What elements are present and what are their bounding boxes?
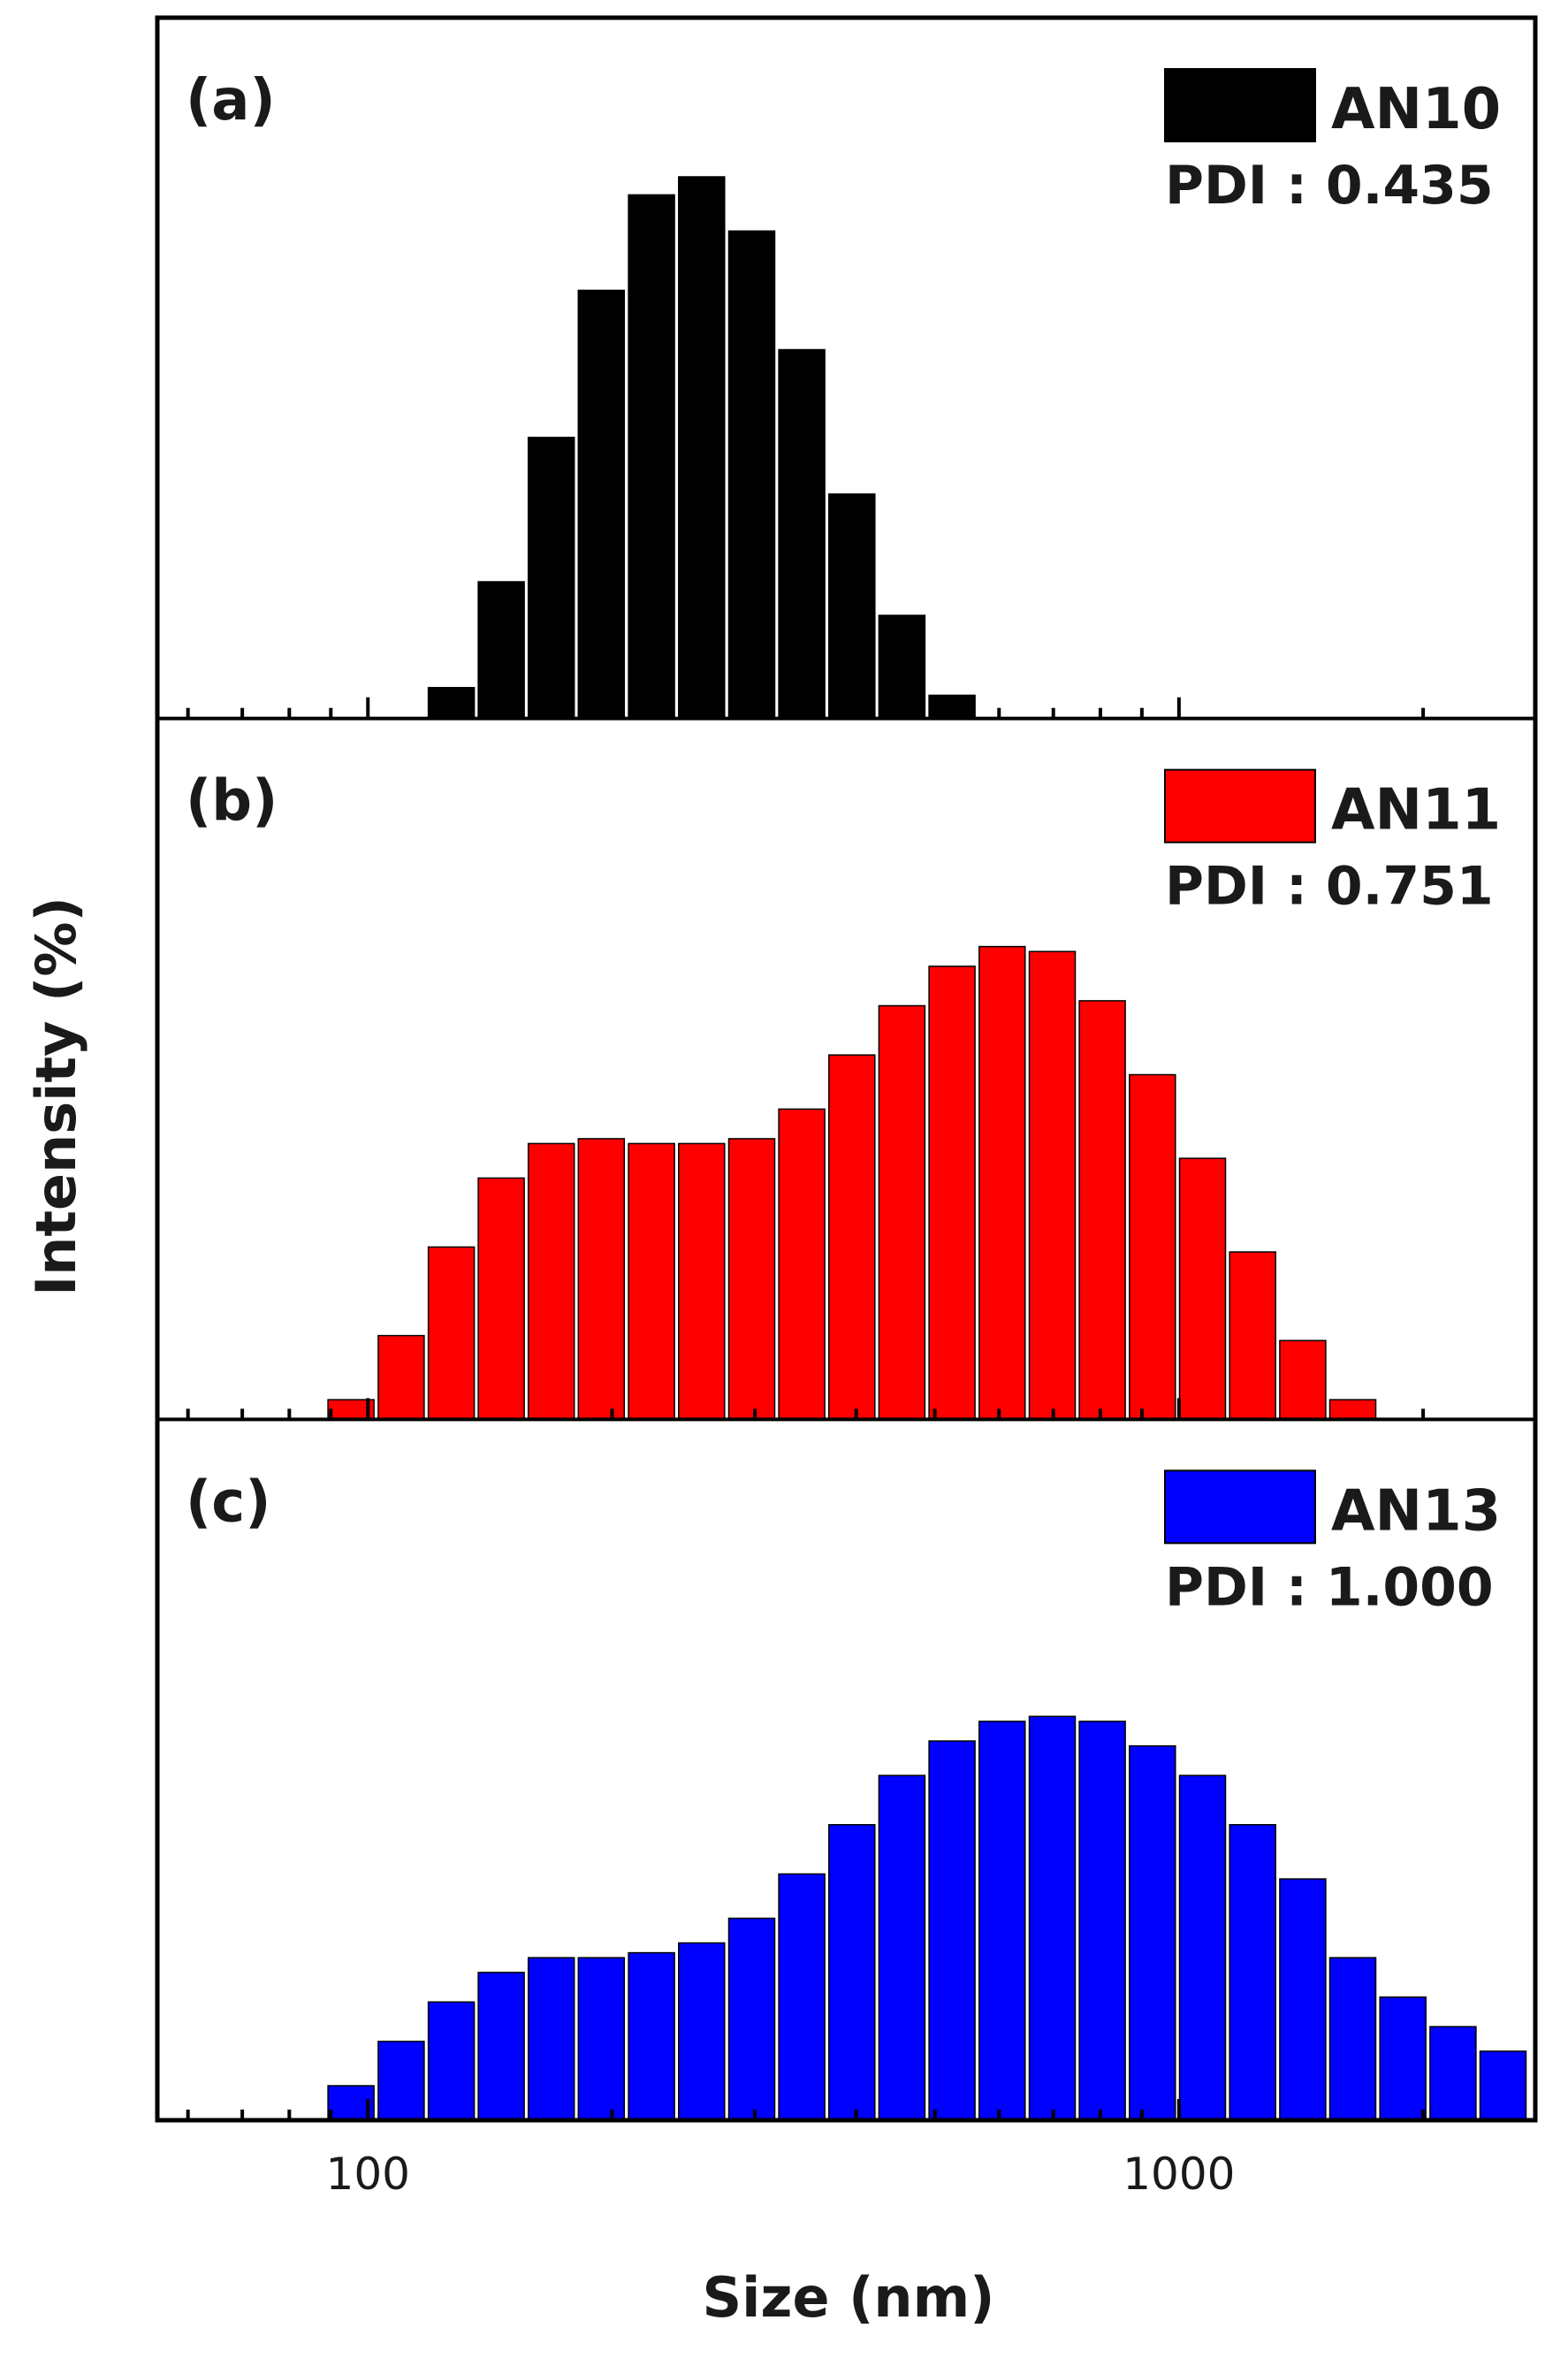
pdi-label: PDI : 0.751 xyxy=(1165,856,1494,918)
bar-an13-2 xyxy=(377,2041,425,2121)
bar-an13-8 xyxy=(678,1942,726,2121)
bar-an13-10 xyxy=(778,1873,826,2121)
bar-an13-11 xyxy=(828,1824,876,2121)
bar-an11-13 xyxy=(928,965,976,1421)
bar-an13-22 xyxy=(1379,1996,1427,2121)
legend-label: AN13 xyxy=(1331,1478,1501,1544)
bar-an11-11 xyxy=(828,1054,876,1421)
bar-an10-4 xyxy=(577,289,626,720)
legend-label: AN11 xyxy=(1331,778,1501,843)
x-tick-label-1000: 1000 xyxy=(1123,2148,1235,2200)
bar-an13-13 xyxy=(928,1740,976,2121)
y-axis-label: Intensity (%) xyxy=(24,897,88,1296)
bar-an11-18 xyxy=(1178,1157,1227,1421)
bar-an10-10 xyxy=(878,614,926,720)
x-axis-label: Size (nm) xyxy=(702,2265,994,2330)
panel-label: (b) xyxy=(186,769,278,835)
bar-an11-17 xyxy=(1129,1073,1176,1421)
pdi-label: PDI : 1.000 xyxy=(1165,1556,1494,1618)
bar-an13-16 xyxy=(1078,1721,1126,2121)
bar-an10-3 xyxy=(527,436,575,720)
bar-an13-9 xyxy=(727,1917,776,2121)
bar-an13-21 xyxy=(1328,1957,1377,2121)
bar-an11-2 xyxy=(377,1334,425,1421)
bar-an13-12 xyxy=(878,1774,926,2121)
bar-an13-5 xyxy=(527,1957,575,2121)
bar-an11-12 xyxy=(878,1004,926,1421)
panel-label: (a) xyxy=(186,68,276,134)
bar-an13-6 xyxy=(577,1957,626,2121)
bar-an13-3 xyxy=(427,2001,476,2121)
bar-an11-7 xyxy=(628,1142,675,1421)
bar-an13-20 xyxy=(1279,1878,1327,2121)
bar-an13-24 xyxy=(1479,2050,1527,2121)
pdi-label: PDI : 0.435 xyxy=(1165,155,1494,217)
bar-an11-20 xyxy=(1279,1339,1327,1421)
bar-an13-23 xyxy=(1429,2026,1477,2121)
bar-an11-15 xyxy=(1028,950,1077,1421)
bar-an10-5 xyxy=(628,194,675,720)
bar-an11-14 xyxy=(978,945,1026,1421)
panel-3: (c) AN13 PDI : 1.000 xyxy=(157,1469,1535,2122)
bar-an11-3 xyxy=(427,1246,476,1421)
bar-an13-14 xyxy=(978,1721,1026,2121)
panel-label: (c) xyxy=(186,1469,270,1535)
bar-an10-9 xyxy=(828,493,876,720)
bar-an10-2 xyxy=(477,581,525,720)
bar-an10-6 xyxy=(678,176,726,720)
bar-an13-15 xyxy=(1028,1715,1077,2121)
bar-an13-17 xyxy=(1129,1744,1176,2121)
panel-2: (b) AN11 PDI : 0.751 xyxy=(157,768,1535,1422)
bar-an13-19 xyxy=(1229,1824,1276,2121)
bar-an11-21 xyxy=(1328,1399,1377,1421)
bar-an11-5 xyxy=(527,1142,575,1421)
legend-swatch-an11 xyxy=(1164,768,1316,843)
bar-an10-1 xyxy=(427,686,476,720)
bar-an11-6 xyxy=(577,1138,626,1421)
bar-an13-4 xyxy=(477,1972,525,2121)
bar-an13-7 xyxy=(628,1951,675,2121)
bar-an11-10 xyxy=(778,1108,826,1421)
bar-an10-8 xyxy=(778,348,826,720)
x-tick-label-100: 100 xyxy=(326,2148,410,2200)
panel-1: (a) AN10 PDI : 0.435 xyxy=(157,68,1535,721)
bar-an11-9 xyxy=(727,1138,776,1421)
legend-label: AN10 xyxy=(1331,77,1501,142)
bar-an11-16 xyxy=(1078,1000,1126,1421)
plot-frame xyxy=(155,15,1538,2123)
legend-swatch-an10 xyxy=(1164,68,1316,142)
bar-an13-18 xyxy=(1178,1774,1227,2121)
bar-an10-7 xyxy=(727,230,776,720)
bar-an11-8 xyxy=(678,1142,726,1421)
bar-an11-19 xyxy=(1229,1251,1276,1421)
bar-an11-4 xyxy=(477,1177,525,1421)
legend-swatch-an13 xyxy=(1164,1469,1316,1545)
